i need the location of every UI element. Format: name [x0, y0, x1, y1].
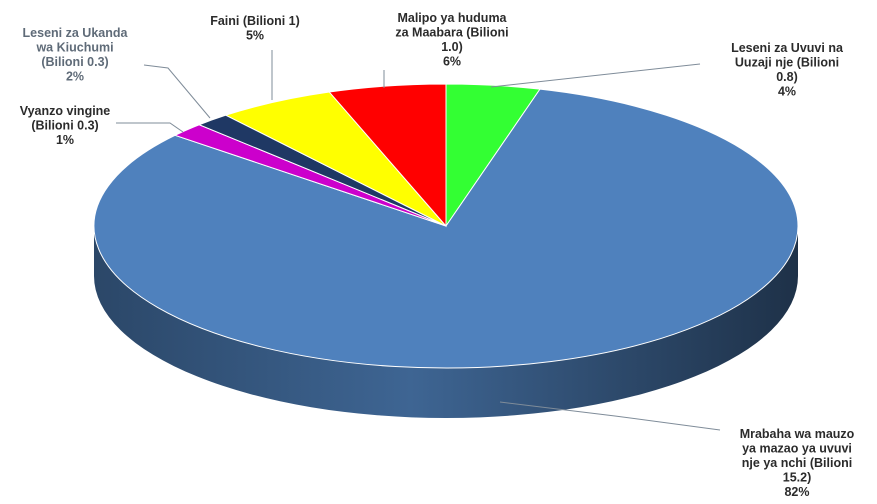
- slice-label: Malipo ya huduma za Maabara (Bilioni 1.0) 6…: [395, 11, 508, 69]
- slice-label-line: 0.8): [776, 70, 798, 84]
- slice-label-line: Uuzaji nje (Bilioni: [735, 56, 839, 70]
- slice-labels: Leseni za Uvuvi na Uuzaji nje (Bilioni 0.8…: [20, 11, 855, 499]
- slice-label-line: 1%: [56, 133, 74, 147]
- slice-label: Leseni za Uvuvi na Uuzaji nje (Bilioni 0.8…: [731, 41, 844, 99]
- slice-label-line: Faini (Bilioni 1): [210, 14, 300, 28]
- slice-label-line: 4%: [778, 85, 796, 99]
- leader-line: [143, 64, 211, 119]
- slice-label: Mrabaha wa mauzo ya mazao ya uvuvi nje ya …: [740, 427, 855, 499]
- slice-label-line: za Maabara (Bilioni: [395, 26, 508, 40]
- slice-label-line: wa Kiuchumi: [35, 41, 113, 55]
- pie-slice: [93, 88, 799, 369]
- slice-label-line: nje ya nchi (Bilioni: [742, 456, 852, 470]
- slice-label: Faini (Bilioni 1) 5%: [210, 14, 300, 43]
- slice-label-line: Leseni za Ukanda: [23, 26, 129, 40]
- leader-line: [490, 63, 701, 88]
- slice-side: [94, 226, 798, 418]
- slice-label-line: (Bilioni 0.3): [31, 119, 98, 133]
- slice-label-line: ya mazao ya uvuvi: [742, 442, 852, 456]
- slice-label-line: 1.0): [441, 40, 463, 54]
- slice-label-line: Vyanzo vingine: [20, 104, 111, 118]
- slice-label-line: 2%: [66, 70, 84, 84]
- slice-label-line: 5%: [246, 29, 264, 43]
- slice-label: Leseni za Ukanda wa Kiuchumi (Bilioni 0.3)…: [23, 26, 129, 84]
- pie-slice: [328, 83, 447, 228]
- slice-label-line: 6%: [443, 55, 461, 69]
- slice-label-line: (Bilioni 0.3): [41, 55, 108, 69]
- leader-lines: [116, 50, 721, 431]
- leader-line: [499, 401, 721, 431]
- pie-depth: [94, 226, 798, 418]
- slice-label-line: 15.2): [783, 471, 812, 485]
- leader-line: [116, 122, 184, 133]
- slice-label-line: Leseni za Uvuvi na: [731, 41, 844, 55]
- slice-label-line: 82%: [784, 485, 809, 499]
- slice-label: Vyanzo vingine (Bilioni 0.3) 1%: [20, 104, 111, 147]
- pie-slices: [93, 83, 799, 369]
- slice-label-line: Mrabaha wa mauzo: [740, 427, 855, 441]
- slice-label-line: Malipo ya huduma: [397, 11, 507, 25]
